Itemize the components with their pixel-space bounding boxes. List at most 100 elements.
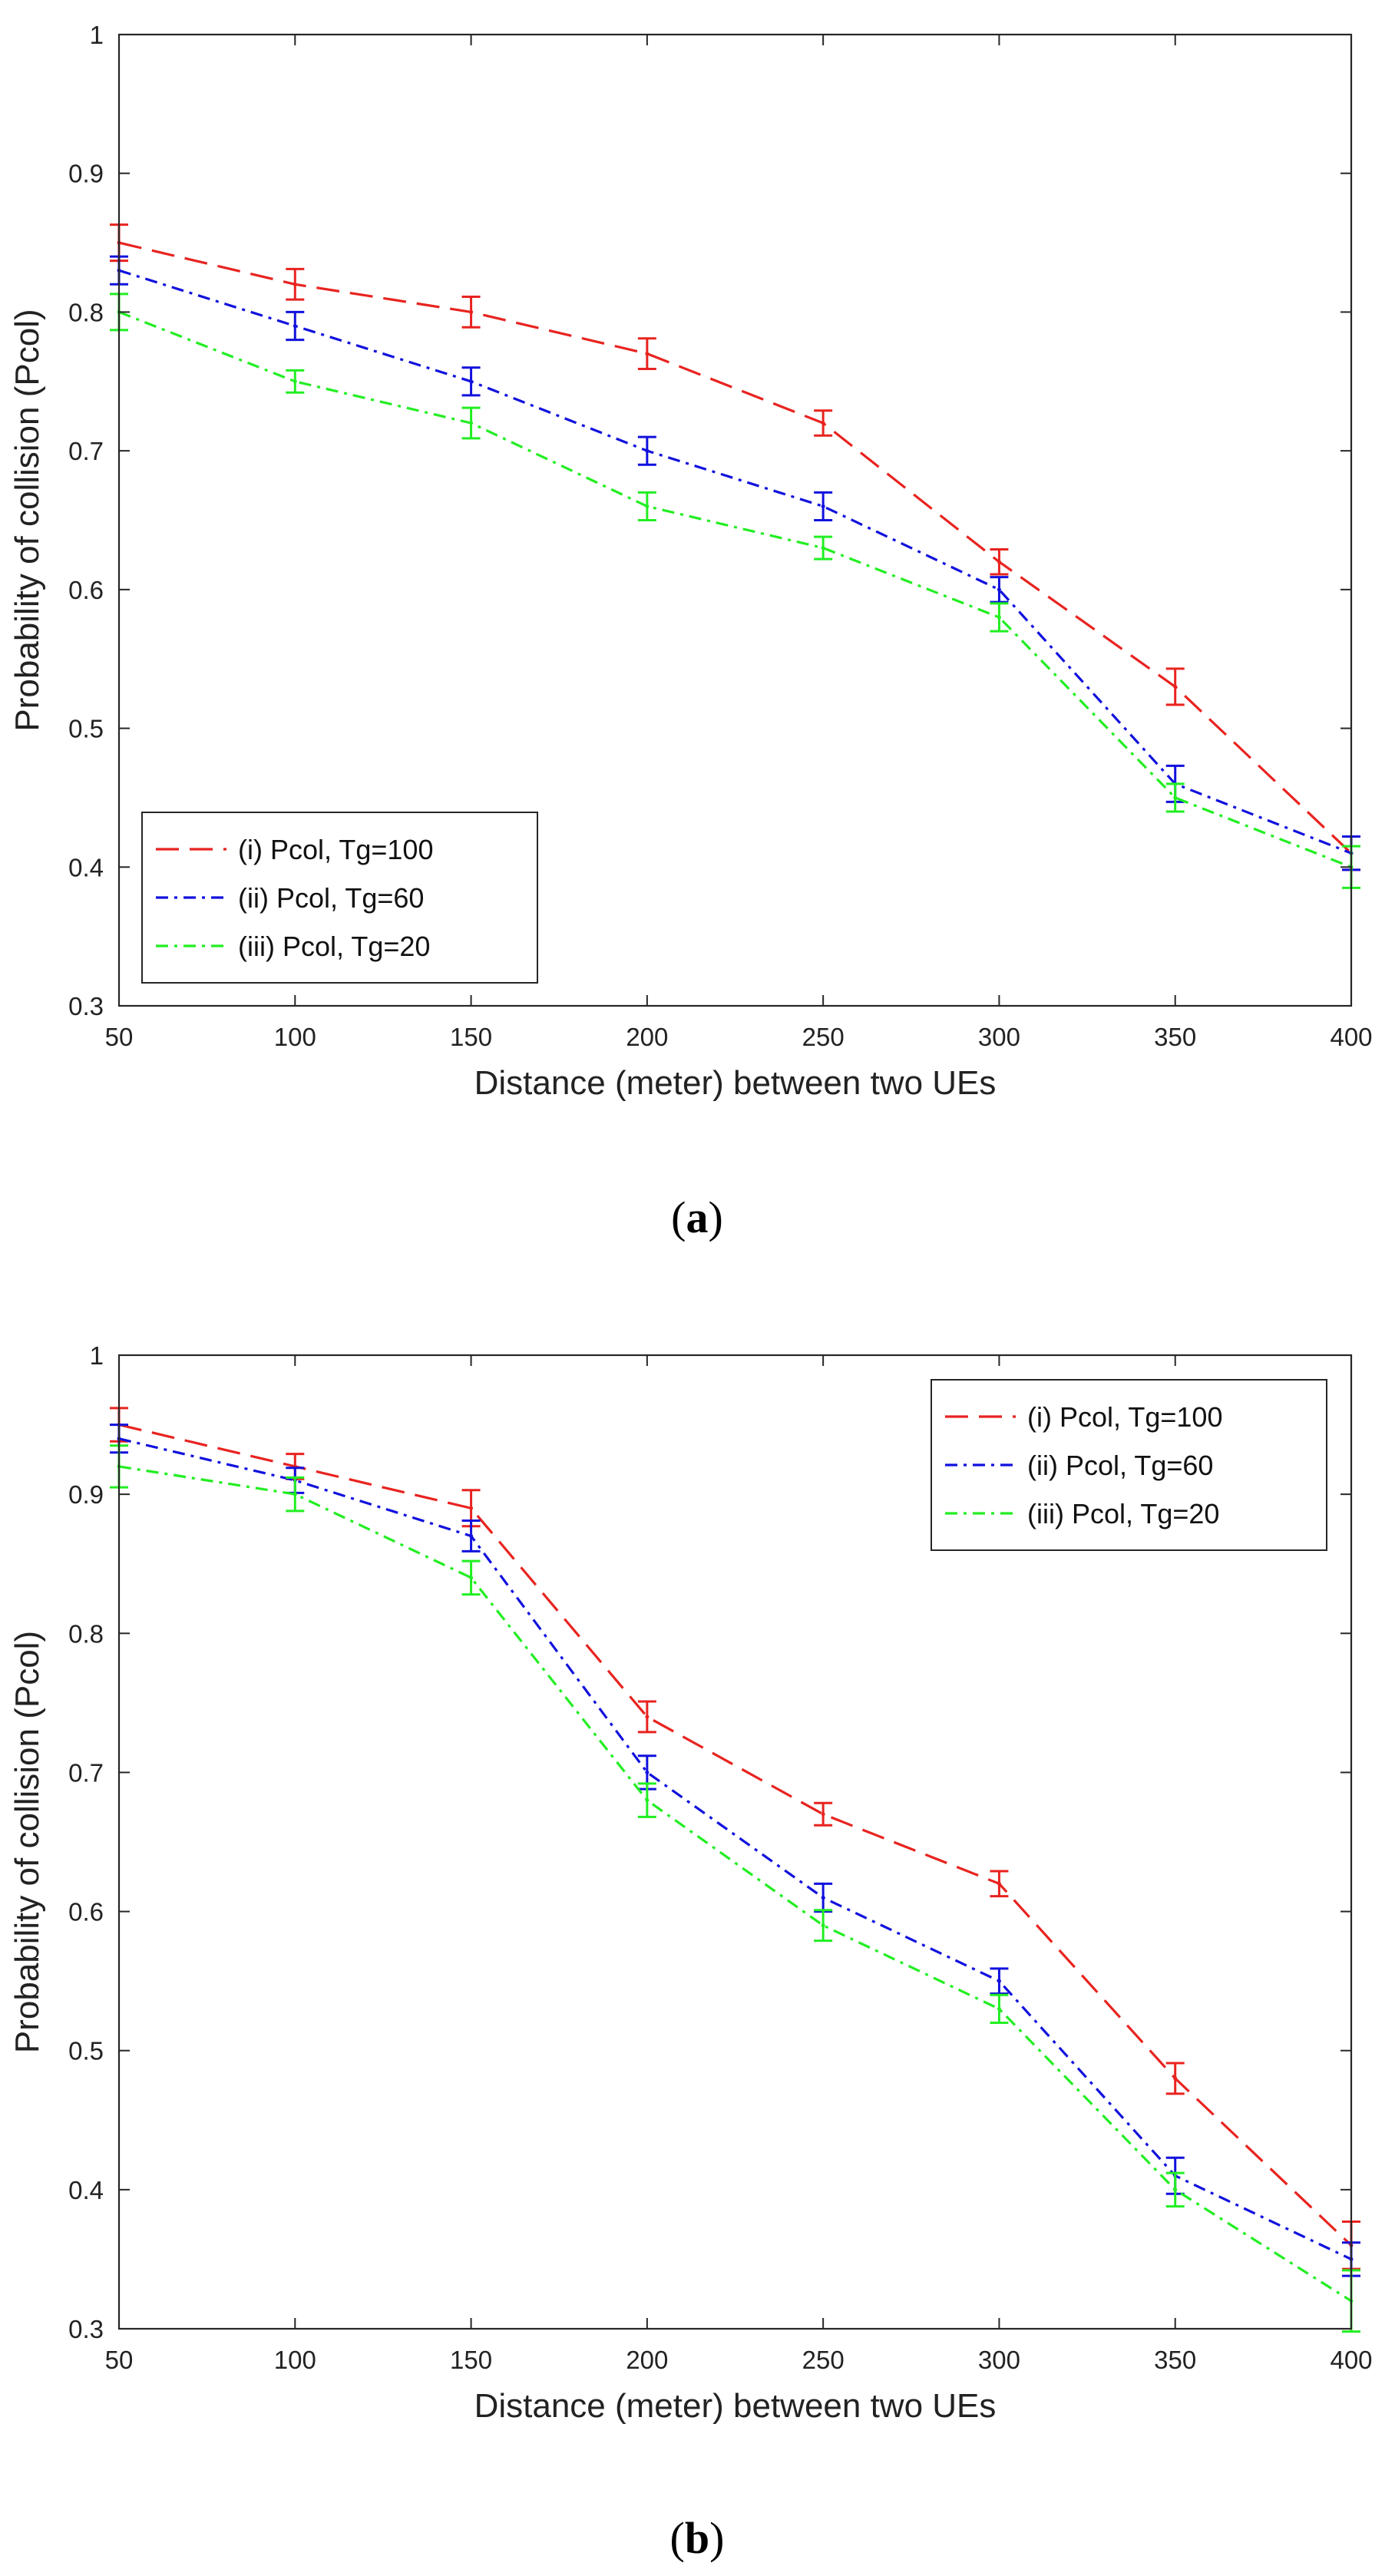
chart-b-ytick-label: 0.4 bbox=[68, 2176, 104, 2204]
panel-a-caption: (a) bbox=[671, 1192, 723, 1242]
chart-a-xlabel: Distance (meter) between two UEs bbox=[474, 1064, 997, 1102]
chart-a-ytick-label: 0.4 bbox=[68, 853, 104, 881]
chart-a-series-ii-errorbar bbox=[637, 435, 656, 466]
chart-a-series-iii-errorbar bbox=[461, 406, 481, 440]
chart-a-legend-box bbox=[141, 812, 538, 984]
chart-b-xtick-label: 250 bbox=[802, 2346, 845, 2374]
chart-b-series-iii-errorbar bbox=[461, 1559, 481, 1596]
chart-b-legend-entry-iii: (iii) Pcol, Tg=20 bbox=[945, 1498, 1219, 1529]
chart-b-series-ii-point bbox=[645, 1770, 650, 1774]
chart-a-legend-entry-iii: (iii) Pcol, Tg=20 bbox=[156, 931, 430, 962]
chart-a-legend-entry-i: (i) Pcol, Tg=100 bbox=[156, 834, 433, 865]
chart-b-series-ii-point bbox=[997, 1979, 1001, 1983]
chart-b-xtick-label: 350 bbox=[1154, 2346, 1196, 2374]
chart-a-xtick-label: 400 bbox=[1330, 1023, 1372, 1051]
chart-b-series-iii-point bbox=[469, 1576, 474, 1580]
chart-a-series-iii-point bbox=[821, 546, 825, 551]
chart-a-series-i-point bbox=[821, 421, 825, 425]
chart-a-ylabel: Probability of collision (Pcol) bbox=[8, 309, 46, 731]
chart-a-ytick-label: 0.7 bbox=[68, 437, 104, 465]
chart-a-series-i-point bbox=[293, 282, 297, 286]
chart-b-series-iii-errorbar bbox=[814, 1909, 833, 1943]
chart-b-ytick-label: 0.7 bbox=[68, 1758, 104, 1787]
chart-a-series-i-errorbar bbox=[637, 337, 656, 371]
chart-a-legend-label-iii: (iii) Pcol, Tg=20 bbox=[238, 931, 430, 962]
chart-a-series-iii-point bbox=[469, 421, 474, 425]
chart-a-ytick-label: 0.5 bbox=[68, 715, 104, 743]
chart-a-series-ii-point bbox=[645, 448, 650, 453]
chart-a-series-ii-errorbar bbox=[814, 491, 833, 521]
chart-a-series-ii-point bbox=[469, 379, 474, 384]
chart-a-ytick-label: 0.6 bbox=[68, 576, 104, 604]
chart-a-series-iii-point bbox=[645, 504, 650, 508]
chart-b-legend-label-iii: (iii) Pcol, Tg=20 bbox=[1027, 1498, 1219, 1529]
chart-b-series-iii-errorbar bbox=[990, 1993, 1009, 2024]
chart-a-series-ii-point bbox=[821, 504, 825, 508]
chart-a-series-i-errorbar bbox=[814, 409, 833, 437]
chart-a-series-i-errorbar bbox=[990, 547, 1009, 576]
chart-a-series-iii-line bbox=[118, 310, 1352, 868]
chart-a-series-ii-errorbar bbox=[286, 310, 305, 342]
chart-b-series-ii-point bbox=[469, 1533, 474, 1538]
chart-a-series-ii-point bbox=[997, 587, 1001, 592]
chart-a-series-iii-errorbar bbox=[637, 491, 656, 521]
chart-b-series-iii-point bbox=[997, 2006, 1001, 2011]
chart-a-series-iii-point bbox=[293, 379, 297, 384]
chart-a-series-i-point bbox=[469, 309, 474, 314]
chart-b-ytick-label: 0.5 bbox=[68, 2037, 104, 2065]
chart-b-legend: (i) Pcol, Tg=100 (ii) Pcol, Tg=60 (iii) Pc… bbox=[931, 1379, 1327, 1551]
chart-a-series-iii-errorbar bbox=[286, 369, 305, 394]
chart-a-series-ii-errorbar bbox=[461, 366, 481, 397]
chart-a-series-iii-errorbar bbox=[1165, 782, 1185, 813]
chart-a-legend-label-ii: (ii) Pcol, Tg=60 bbox=[238, 882, 424, 914]
chart-b-series-i-errorbar bbox=[1165, 2062, 1185, 2095]
chart-b-series-i-errorbar bbox=[814, 1801, 833, 1827]
chart-b-xlabel: Distance (meter) between two UEs bbox=[474, 2387, 997, 2425]
chart-b-series-i-point bbox=[469, 1506, 474, 1510]
chart-a-xtick-label: 200 bbox=[626, 1023, 668, 1051]
chart-a-series-iii-point bbox=[1173, 795, 1178, 800]
chart-a-series-i-errorbar bbox=[1165, 667, 1185, 706]
chart-b-series-iii-point bbox=[645, 1798, 650, 1803]
chart-a-series-i-point bbox=[645, 352, 650, 356]
chart-b-series-iii-errorbar bbox=[1165, 2171, 1185, 2208]
chart-b-series-i-line bbox=[118, 1424, 1353, 2247]
chart-a-series-iii-errorbar bbox=[990, 602, 1009, 633]
chart-b-ytick-label: 1 bbox=[90, 1341, 104, 1370]
chart-b-series-i-errorbar bbox=[637, 1700, 656, 1734]
chart-a-xtick-label: 300 bbox=[978, 1023, 1020, 1051]
chart-b-series-iii-errorbar bbox=[637, 1782, 656, 1818]
chart-b-series-iii-point bbox=[821, 1923, 825, 1928]
chart-a-series-i-point bbox=[1173, 684, 1178, 689]
chart-b-series-iii-errorbar bbox=[286, 1476, 305, 1513]
chart-b-series-ii-errorbar bbox=[990, 1967, 1009, 1995]
chart-a-ytick-label: 0.8 bbox=[68, 298, 104, 326]
chart-b-legend-label-ii: (ii) Pcol, Tg=60 bbox=[1027, 1450, 1213, 1481]
chart-b-ytick-label: 0.8 bbox=[68, 1619, 104, 1648]
chart-a-xtick-label: 100 bbox=[274, 1023, 316, 1051]
chart-a-series-i-errorbar bbox=[286, 267, 305, 301]
chart-b-legend-entry-i: (i) Pcol, Tg=100 bbox=[945, 1401, 1222, 1433]
chart-a-xtick-label: 50 bbox=[105, 1023, 134, 1051]
chart-a-legend-label-i: (i) Pcol, Tg=100 bbox=[238, 834, 433, 865]
chart-b-xtick-label: 150 bbox=[450, 2346, 492, 2374]
chart-b-ylabel: Probability of collision (Pcol) bbox=[8, 1631, 46, 2053]
chart-a-ytick-label: 1 bbox=[90, 21, 104, 49]
chart-panel-a: 50 100 150 200 250 300 350 400 0.3 0.4 0.5 0.6 0.7 0.… bbox=[8, 21, 1373, 1102]
chart-a-axes-box bbox=[117, 33, 1353, 1007]
chart-b-series-i-point bbox=[1173, 2076, 1178, 2081]
chart-b-legend-box bbox=[931, 1379, 1327, 1551]
chart-b-legend-label-i: (i) Pcol, Tg=100 bbox=[1027, 1401, 1222, 1433]
chart-a-legend-entry-ii: (ii) Pcol, Tg=60 bbox=[156, 882, 424, 914]
chart-b-series-iii-line bbox=[118, 1465, 1352, 2303]
chart-b-series-ii-errorbar bbox=[461, 1519, 481, 1553]
chart-a-series-ii-errorbar bbox=[990, 576, 1009, 603]
chart-b-series-iii-point bbox=[1173, 2187, 1178, 2192]
chart-a-series-i-point bbox=[997, 560, 1001, 564]
chart-b-ytick-label: 0.6 bbox=[68, 1898, 104, 1926]
chart-a-legend: (i) Pcol, Tg=100 (ii) Pcol, Tg=60 (iii) Pc… bbox=[141, 812, 538, 984]
chart-b-series-i-point bbox=[997, 1881, 1001, 1886]
chart-a-series-iii-point bbox=[997, 615, 1001, 620]
chart-b-series-iii-point bbox=[293, 1492, 297, 1496]
